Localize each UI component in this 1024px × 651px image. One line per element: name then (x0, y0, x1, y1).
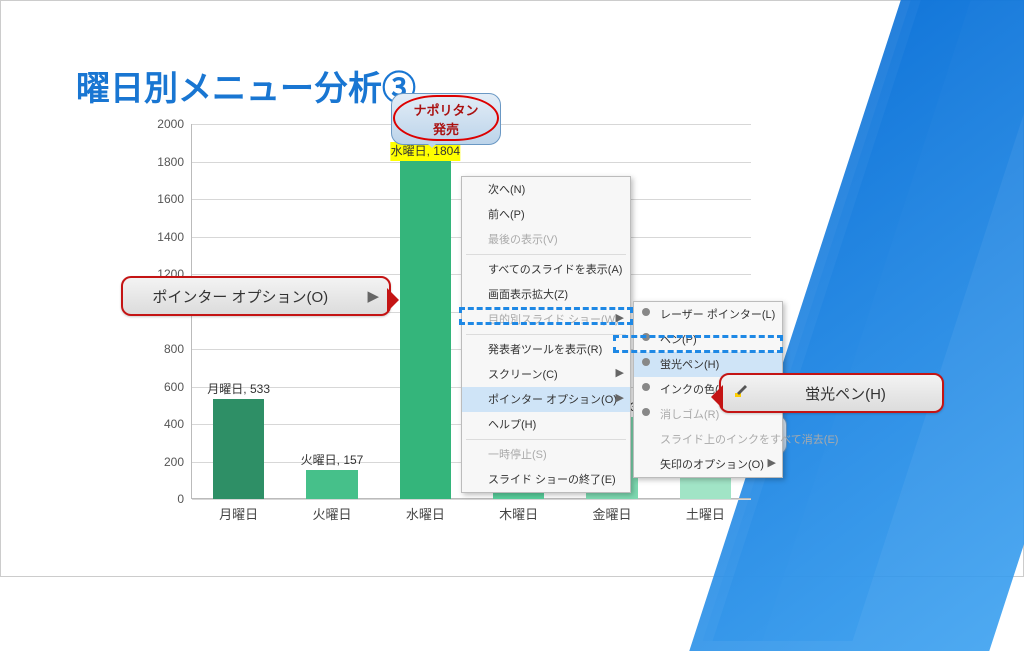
menu-item[interactable]: スライド ショーの終了(E) (462, 467, 630, 492)
palette-icon (640, 381, 652, 393)
menu-separator (466, 254, 626, 255)
highlighter-icon (640, 356, 652, 368)
menu-item[interactable]: スクリーン(C)▶ (462, 362, 630, 387)
menu-item[interactable]: ポインター オプション(O)▶ (462, 387, 630, 412)
y-tick-label: 600 (164, 380, 184, 394)
y-tick-label: 0 (177, 492, 184, 506)
menu-item: 目的別スライド ショー(W)▶ (462, 307, 630, 332)
page-title: 曜日別メニュー分析③ (76, 61, 416, 110)
y-tick-label: 200 (164, 455, 184, 469)
submenu-arrow-icon: ▶ (616, 391, 624, 404)
menu-item[interactable]: 前へ(P) (462, 202, 630, 227)
menu-item: 一時停止(S) (462, 442, 630, 467)
y-tick-label: 1600 (157, 192, 184, 206)
x-tick-label: 月曜日 (194, 504, 284, 523)
menu-item[interactable]: ペン(P) (634, 327, 782, 352)
dot-red-icon (640, 306, 652, 318)
menu-item: スライド上のインクをすべて消去(E) (634, 427, 782, 452)
submenu-arrow-icon: ▶ (616, 311, 624, 324)
big-callout-label: ポインター オプション(O) (123, 286, 357, 307)
menu-item[interactable]: ヘルプ(H) (462, 412, 630, 437)
bar-label: 月曜日, 533 (207, 380, 270, 399)
highlighter-icon (721, 383, 749, 403)
context-menu-slideshow[interactable]: 次へ(N)前へ(P)最後の表示(V) すべてのスライドを表示(A)画面表示拡大(Z… (461, 176, 631, 493)
menu-item[interactable]: すべてのスライドを表示(A) (462, 257, 630, 282)
y-tick-label: 2000 (157, 117, 184, 131)
x-tick-label: 土曜日 (660, 504, 750, 523)
bar-label: 火曜日, 157 (301, 451, 364, 470)
x-tick-label: 火曜日 (287, 504, 377, 523)
big-callout-label: 蛍光ペン(H) (749, 383, 942, 404)
menu-item: 最後の表示(V) (462, 227, 630, 252)
menu-separator (466, 439, 626, 440)
y-tick-label: 400 (164, 417, 184, 431)
pen-icon (640, 331, 652, 343)
big-callout-pointer-options: ポインター オプション(O) ▶ (121, 276, 391, 316)
gridline (192, 162, 751, 163)
y-tick-label: 800 (164, 342, 184, 356)
eraser-icon (640, 406, 652, 418)
y-tick-label: 1800 (157, 155, 184, 169)
menu-separator (466, 334, 626, 335)
bar (400, 161, 451, 499)
chevron-right-icon: ▶ (357, 287, 389, 305)
menu-item[interactable]: 矢印のオプション(O)▶ (634, 452, 782, 477)
big-callout-highlighter: 蛍光ペン(H) (719, 373, 944, 413)
submenu-arrow-icon: ▶ (768, 456, 776, 469)
x-tick-label: 金曜日 (567, 504, 657, 523)
x-tick-label: 水曜日 (380, 504, 470, 523)
gridline (192, 499, 751, 500)
menu-item[interactable]: 次へ(N) (462, 177, 630, 202)
bar (306, 470, 357, 499)
y-tick-label: 1400 (157, 230, 184, 244)
menu-item[interactable]: 画面表示拡大(Z) (462, 282, 630, 307)
menu-item[interactable]: レーザー ポインター(L) (634, 302, 782, 327)
x-tick-label: 木曜日 (474, 504, 564, 523)
callout-text: ナポリタン 発売 (413, 100, 478, 138)
menu-item[interactable]: 発表者ツールを表示(R) (462, 337, 630, 362)
submenu-arrow-icon: ▶ (616, 366, 624, 379)
bar (213, 399, 264, 499)
callout-napolitan: ナポリタン 発売 (391, 93, 501, 145)
